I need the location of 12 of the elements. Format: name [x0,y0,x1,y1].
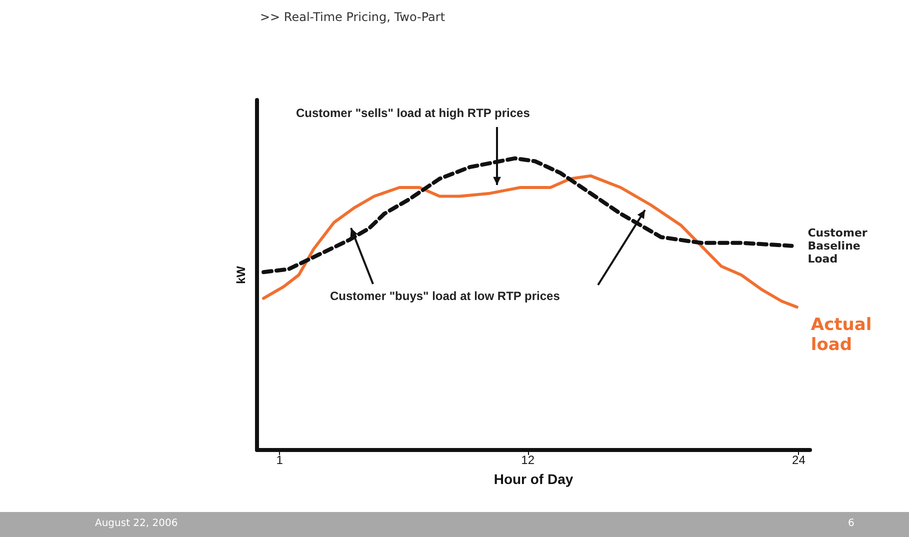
text: Customer "sells" load at high RTP prices [296,106,530,120]
text: August 22, 2006 [95,518,178,529]
chart-title: >> Real-Time Pricing, Two-Part [260,10,446,24]
x-tick-label: 1 [276,453,284,467]
y-axis-title: kW [234,265,248,284]
series-label: Customer Baseline Load [808,226,872,266]
text: 6 [848,518,854,529]
series-label: Actual load [810,315,878,356]
x-axis-title: Hour of Day [494,471,574,487]
annotation: Customer "buys" load at low RTP prices [330,289,560,303]
x-tick-label: 12 [521,453,535,467]
x-tick-label: 24 [792,453,806,467]
